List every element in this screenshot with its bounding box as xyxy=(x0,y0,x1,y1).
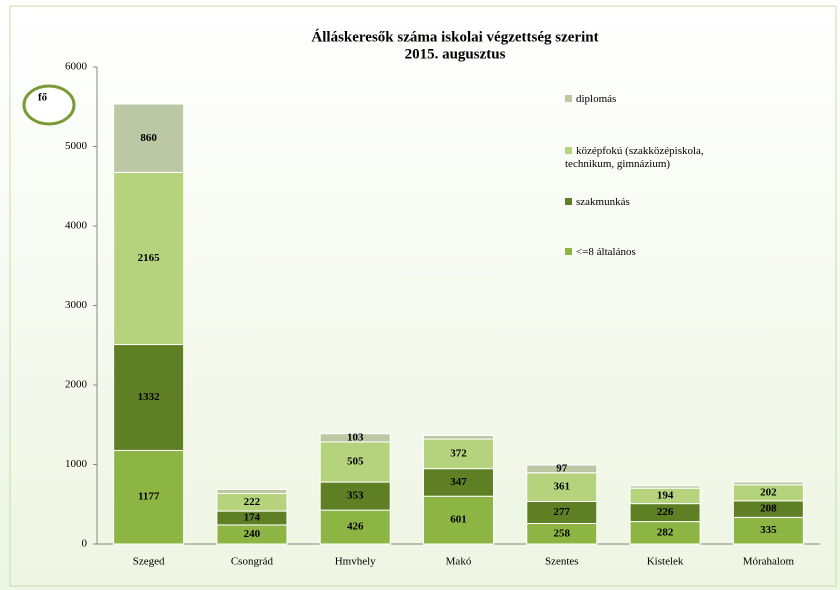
legend-label: <=8 általános xyxy=(576,246,636,258)
data-label: 174 xyxy=(244,512,261,524)
data-label: 97 xyxy=(556,462,568,474)
bar-segment xyxy=(526,464,598,474)
unit-label: fő xyxy=(38,92,48,104)
y-tick-label: 2000 xyxy=(65,379,88,391)
legend-swatch xyxy=(565,147,572,154)
data-label: 372 xyxy=(450,447,467,459)
data-label: 282 xyxy=(657,526,674,538)
bar-segment xyxy=(113,103,185,173)
y-tick-label: 0 xyxy=(82,538,88,550)
bar-segment xyxy=(423,495,494,545)
data-label: 505 xyxy=(347,456,364,468)
data-label: 103 xyxy=(347,431,364,443)
x-tick-label: Kistelek xyxy=(647,556,684,568)
legend-item: <=8 általános xyxy=(565,246,765,259)
legend-item: szakmunkás xyxy=(565,196,765,209)
bar-segment xyxy=(732,481,804,486)
bar-segment xyxy=(732,516,804,545)
data-label: 202 xyxy=(760,486,777,498)
data-label: 361 xyxy=(554,481,571,493)
data-label: 277 xyxy=(554,506,571,518)
y-tick-label: 4000 xyxy=(65,220,88,232)
data-label: 258 xyxy=(554,527,571,539)
unit-badge xyxy=(22,84,76,126)
data-label: 226 xyxy=(657,506,674,518)
legend-swatch xyxy=(565,198,572,205)
bar-segment xyxy=(113,344,185,451)
legend-item: diplomás xyxy=(565,93,765,106)
data-label: 860 xyxy=(140,132,157,144)
data-label: 335 xyxy=(760,524,777,536)
legend-swatch xyxy=(565,95,572,102)
legend-label: diplomás xyxy=(576,93,617,105)
chart-title: Álláskeresők száma iskolai végzettség sz… xyxy=(311,28,598,45)
data-label: 208 xyxy=(760,503,777,515)
data-label: 2165 xyxy=(138,252,161,264)
bar-segment xyxy=(526,472,598,502)
bar-segment xyxy=(423,434,494,440)
bar-segment xyxy=(319,509,391,545)
bar-segment xyxy=(423,438,494,470)
data-label: 426 xyxy=(347,521,364,533)
data-label: 353 xyxy=(347,490,364,502)
x-tick-label: Hmvhely xyxy=(335,556,376,568)
x-tick-label: Mórahalom xyxy=(743,556,795,568)
legend-label: szakmunkás xyxy=(576,196,630,208)
x-tick-label: Makó xyxy=(446,556,472,568)
x-tick-label: Szentes xyxy=(545,556,579,568)
bar-segment xyxy=(113,449,185,545)
bar-segment xyxy=(423,468,494,497)
bar-segment xyxy=(629,485,701,489)
y-tick-label: 1000 xyxy=(65,458,88,470)
chart-border xyxy=(9,5,837,587)
legend-item: középfokú (szakközépiskola, technikum, g… xyxy=(565,145,735,171)
y-tick-label: 5000 xyxy=(65,140,88,152)
data-label: 240 xyxy=(244,528,261,540)
data-label: 1177 xyxy=(138,491,160,503)
legend-label: középfokú (szakközépiskola, technikum, g… xyxy=(565,145,704,170)
chart-subtitle: 2015. augusztus xyxy=(405,46,506,62)
data-label: 1332 xyxy=(138,391,161,403)
bar-segment xyxy=(319,441,391,483)
y-tick-label: 3000 xyxy=(65,299,88,311)
x-tick-label: Szeged xyxy=(133,556,165,568)
bar-segment xyxy=(319,433,391,443)
x-tick-label: Csongrád xyxy=(231,556,274,568)
data-label: 194 xyxy=(657,489,674,501)
bar-segment xyxy=(216,488,288,494)
y-tick-label: 6000 xyxy=(65,61,88,73)
data-label: 222 xyxy=(244,496,261,508)
legend-swatch xyxy=(565,248,572,255)
data-label: 347 xyxy=(450,476,467,488)
data-label: 601 xyxy=(450,514,467,526)
